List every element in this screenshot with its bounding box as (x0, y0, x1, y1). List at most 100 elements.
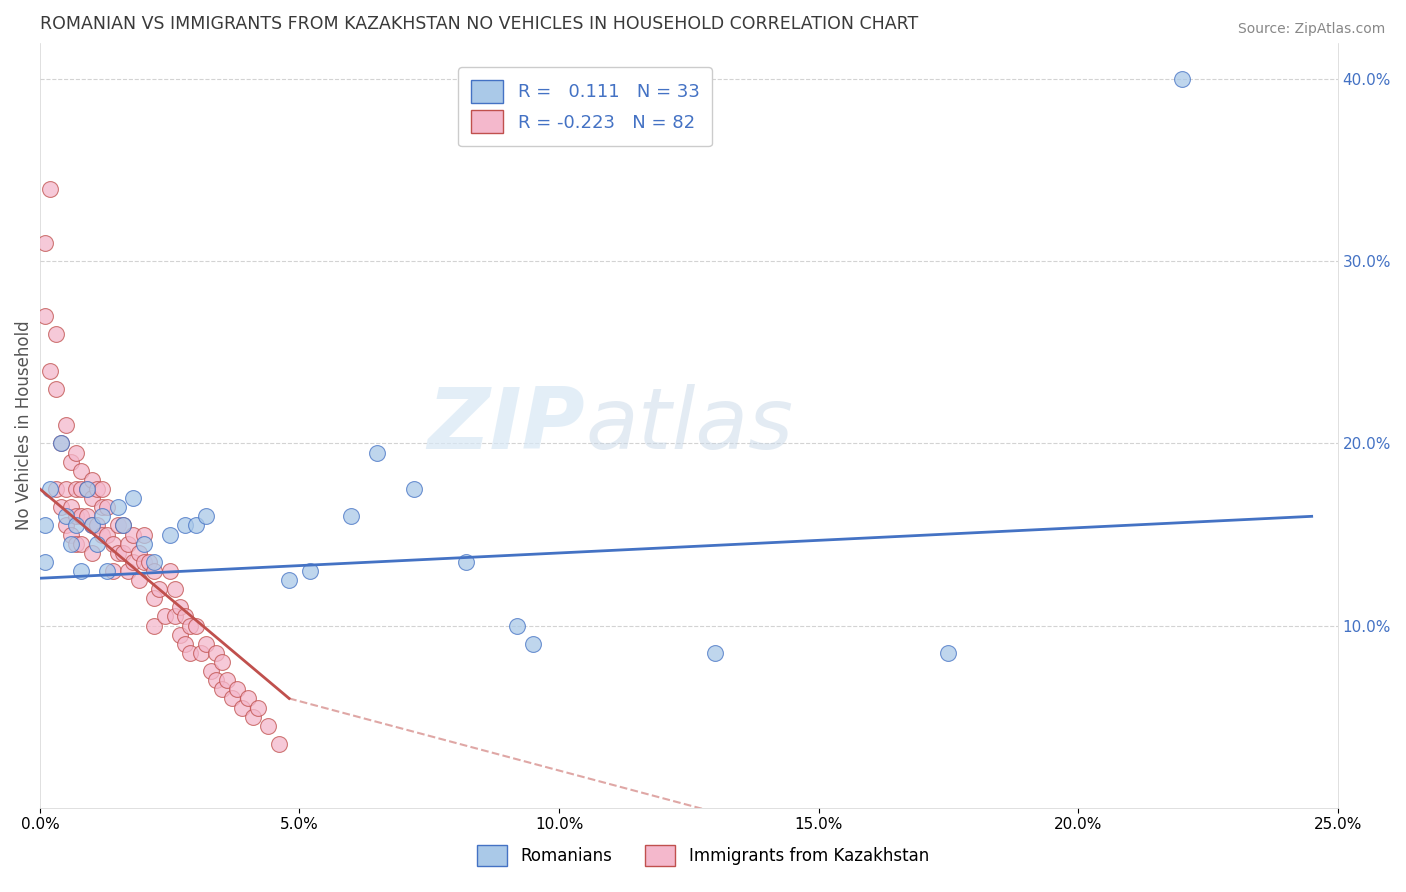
Point (703, 646, 725, 660)
Point (366, 445, 388, 459)
Point (117, 536, 139, 550)
Point (179, 646, 201, 660)
Text: ZIP: ZIP (427, 384, 585, 467)
Point (111, 518, 134, 533)
Point (257, 719, 280, 733)
Point (91, 509, 114, 524)
Point (111, 546, 134, 560)
Point (138, 555, 160, 569)
Point (278, 573, 301, 587)
Point (49, 500, 72, 515)
Point (236, 691, 259, 706)
Point (44, 482, 66, 496)
Text: atlas: atlas (585, 384, 793, 467)
Point (205, 646, 228, 660)
Point (184, 618, 207, 632)
Point (169, 628, 191, 642)
Point (96, 500, 118, 515)
Point (267, 737, 290, 751)
Point (522, 637, 544, 651)
Point (195, 509, 218, 524)
Point (65, 482, 87, 496)
Point (65, 518, 87, 533)
Point (55, 509, 77, 524)
Point (174, 637, 197, 651)
Point (60, 455, 83, 469)
Point (91, 482, 114, 496)
Point (221, 691, 243, 706)
Point (39, 181, 62, 195)
Point (184, 518, 207, 533)
Point (122, 527, 145, 541)
Text: Source: ZipAtlas.com: Source: ZipAtlas.com (1237, 22, 1385, 37)
Point (298, 564, 321, 578)
Point (70, 509, 93, 524)
Point (65, 536, 87, 550)
Point (200, 664, 222, 678)
Point (226, 682, 249, 697)
Point (205, 673, 228, 688)
Point (34, 555, 56, 569)
Point (70, 482, 93, 496)
Point (179, 618, 201, 632)
Point (107, 500, 129, 515)
Point (159, 564, 181, 578)
Point (143, 555, 166, 569)
Point (80, 473, 103, 487)
Point (190, 646, 212, 660)
Text: ROMANIAN VS IMMIGRANTS FROM KAZAKHSTAN NO VEHICLES IN HOUSEHOLD CORRELATION CHAR: ROMANIAN VS IMMIGRANTS FROM KAZAKHSTAN N… (39, 15, 918, 33)
Point (122, 491, 145, 505)
Point (231, 700, 253, 714)
Point (101, 564, 124, 578)
Point (143, 618, 166, 632)
Point (128, 546, 150, 560)
Point (80, 491, 103, 505)
Point (49, 436, 72, 450)
Legend: Romanians, Immigrants from Kazakhstan: Romanians, Immigrants from Kazakhstan (468, 837, 938, 875)
Point (148, 582, 170, 597)
Point (163, 609, 186, 624)
Point (340, 509, 363, 524)
Legend: R =   0.111   N = 33, R = -0.223   N = 82: R = 0.111 N = 33, R = -0.223 N = 82 (458, 67, 711, 146)
Point (128, 573, 150, 587)
Point (242, 709, 264, 723)
Point (96, 564, 118, 578)
Point (143, 591, 166, 606)
Point (34, 309, 56, 323)
Point (91, 500, 114, 515)
Point (55, 518, 77, 533)
Point (91, 527, 114, 541)
Point (65, 509, 87, 524)
Point (44, 382, 66, 396)
Point (132, 555, 155, 569)
Point (111, 518, 134, 533)
Point (107, 546, 129, 560)
Point (70, 536, 93, 550)
Point (86, 536, 108, 550)
Point (60, 527, 83, 541)
Point (215, 673, 238, 688)
Point (506, 618, 529, 632)
Point (163, 582, 186, 597)
Y-axis label: No Vehicles in Household: No Vehicles in Household (15, 320, 32, 530)
Point (44, 327, 66, 342)
Point (39, 364, 62, 378)
Point (107, 518, 129, 533)
Point (174, 609, 197, 624)
Point (65, 445, 87, 459)
Point (936, 646, 959, 660)
Point (159, 527, 181, 541)
Point (101, 536, 124, 550)
Point (76, 482, 98, 496)
Point (60, 536, 83, 550)
Point (132, 527, 155, 541)
Point (80, 546, 103, 560)
Point (86, 482, 108, 496)
Point (76, 509, 98, 524)
Point (153, 609, 176, 624)
Point (70, 564, 93, 578)
Point (55, 418, 77, 433)
Point (60, 500, 83, 515)
Point (211, 682, 233, 697)
Point (246, 700, 269, 714)
